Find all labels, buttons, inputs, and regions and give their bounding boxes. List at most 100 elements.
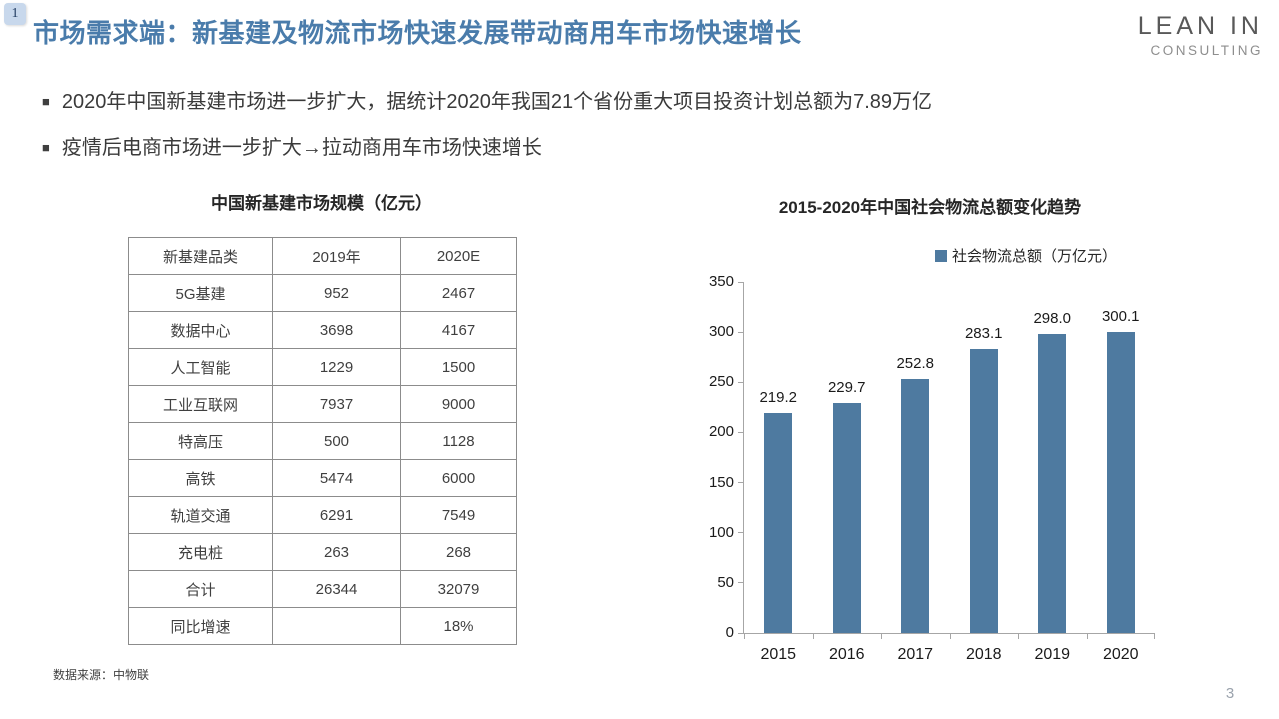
table-cell: 2019年 <box>272 237 401 275</box>
data-source-note: 数据来源：中物联 <box>53 668 150 682</box>
x-axis-label: 2016 <box>828 646 865 663</box>
bar-2015 <box>764 413 793 633</box>
y-axis-tick <box>738 281 744 283</box>
table-cell: 6000 <box>400 459 517 497</box>
table-cell: 263 <box>272 533 401 571</box>
table-row: 合计 26344 32079 <box>128 570 517 608</box>
table-cell: 268 <box>400 533 517 571</box>
bar-2020 <box>1106 332 1135 633</box>
x-axis-label: 2019 <box>1034 646 1071 663</box>
y-axis-tick <box>738 532 744 534</box>
table-title: 中国新基建市场规模（亿元） <box>211 194 432 213</box>
y-axis-tick <box>738 331 744 333</box>
bar-2017 <box>901 379 930 633</box>
bar-2016 <box>832 402 861 633</box>
x-axis-label: 2017 <box>897 646 934 663</box>
table-cell: 3698 <box>272 311 401 349</box>
bar-chart-plot-area: 0 50 100 150 200 250 300 350 219.2 2015 229.7 2016 2… <box>709 273 1155 663</box>
table-cell: 工业互联网 <box>128 385 273 423</box>
table-cell <box>272 607 401 645</box>
table-cell: 新基建品类 <box>128 237 273 275</box>
square-bullet-icon: ■ <box>42 94 50 109</box>
table-cell: 特高压 <box>128 422 273 460</box>
table-cell: 26344 <box>272 570 401 608</box>
table-cell: 952 <box>272 274 401 312</box>
x-axis-label: 2015 <box>760 646 797 663</box>
table-cell: 7549 <box>400 496 517 534</box>
table-row: 高铁 5474 6000 <box>128 459 517 497</box>
table-cell: 数据中心 <box>128 311 273 349</box>
x-axis-label: 2018 <box>965 646 1002 663</box>
y-axis-label: 50 <box>717 573 734 591</box>
table-row: 特高压 500 1128 <box>128 422 517 460</box>
table-cell: 5474 <box>272 459 401 497</box>
table-cell: 2020E <box>400 237 517 275</box>
y-axis-label: 150 <box>708 473 734 491</box>
table-cell: 合计 <box>128 570 273 608</box>
logo-tagline: CONSULTING <box>1150 43 1263 58</box>
page-number: 3 <box>1225 685 1235 702</box>
x-axis-label: 2020 <box>1102 646 1139 663</box>
table-cell: 1128 <box>400 422 517 460</box>
y-axis-tick <box>738 582 744 584</box>
bar-value-label: 298.0 <box>1033 310 1072 328</box>
table-cell: 轨道交通 <box>128 496 273 534</box>
x-axis-tick <box>744 633 745 639</box>
x-axis-tick <box>1018 633 1019 639</box>
x-axis-tick <box>812 633 814 639</box>
y-axis-tick <box>738 482 744 484</box>
slide-section-badge: 1 <box>4 3 26 25</box>
bullet-text: 2020年中国新基建市场进一步扩大，据统计2020年我国21个省份重大项目投资计… <box>61 91 933 113</box>
legend-label: 社会物流总额（万亿元） <box>952 248 1118 265</box>
bar-value-label: 300.1 <box>1101 308 1140 326</box>
table-cell: 32079 <box>400 570 517 608</box>
table-cell: 1500 <box>400 348 517 386</box>
y-axis-tick <box>738 633 744 634</box>
table-cell: 1229 <box>272 348 401 386</box>
bar-value-label: 229.7 <box>827 378 866 396</box>
y-axis-tick <box>738 381 744 383</box>
new-infrastructure-table: 新基建品类 2019年 2020E 5G基建 952 2467 数据中心 3698 4167 人工… <box>128 237 517 645</box>
logo-name: LEAN IN <box>1137 12 1263 40</box>
y-axis-tick <box>738 431 744 433</box>
table-row: 同比增速 18% <box>128 607 517 645</box>
bar-value-label: 252.8 <box>896 355 935 373</box>
table-header-row: 新基建品类 2019年 2020E <box>128 237 517 275</box>
table-row: 充电桩 263 268 <box>128 533 517 571</box>
y-axis-label: 350 <box>708 273 734 290</box>
table-cell: 9000 <box>400 385 517 423</box>
company-logo: LEAN IN CONSULTING <box>1138 12 1263 58</box>
table-row: 人工智能 1229 1500 <box>128 348 517 386</box>
x-axis-tick <box>881 633 882 639</box>
table-cell: 4167 <box>400 311 517 349</box>
y-axis-label: 250 <box>708 373 734 391</box>
legend-swatch-icon <box>935 249 947 262</box>
x-axis-tick <box>1086 633 1088 639</box>
bar-2018 <box>969 349 998 633</box>
bar-value-label: 219.2 <box>759 389 798 407</box>
x-axis-tick <box>949 633 951 639</box>
table-cell: 同比增速 <box>128 607 273 645</box>
table-row: 工业互联网 7937 9000 <box>128 385 517 423</box>
bullet-item: ■ 疫情后电商市场进一步扩大→拉动商用车市场快速增长 <box>42 131 1192 160</box>
y-axis-label: 0 <box>725 624 734 641</box>
table-cell: 人工智能 <box>128 348 273 386</box>
bar-value-label: 283.1 <box>964 325 1003 343</box>
y-axis-label: 100 <box>708 523 734 541</box>
table-cell: 5G基建 <box>128 274 273 312</box>
table-row: 数据中心 3698 4167 <box>128 311 517 349</box>
table-cell: 500 <box>272 422 401 460</box>
y-axis-label: 300 <box>708 323 734 341</box>
table-row: 5G基建 952 2467 <box>128 274 517 312</box>
table-cell: 18% <box>400 607 517 645</box>
bullet-item: ■ 2020年中国新基建市场进一步扩大，据统计2020年我国21个省份重大项目投… <box>42 85 1192 114</box>
table-cell: 7937 <box>272 385 401 423</box>
table-cell: 充电桩 <box>128 533 273 571</box>
y-axis-label: 200 <box>708 423 734 441</box>
bar-2019 <box>1038 334 1067 633</box>
table-row: 轨道交通 6291 7549 <box>128 496 517 534</box>
chart-title: 2015-2020年中国社会物流总额变化趋势 <box>778 198 1082 217</box>
table-cell: 高铁 <box>128 459 273 497</box>
square-bullet-icon: ■ <box>42 140 50 155</box>
